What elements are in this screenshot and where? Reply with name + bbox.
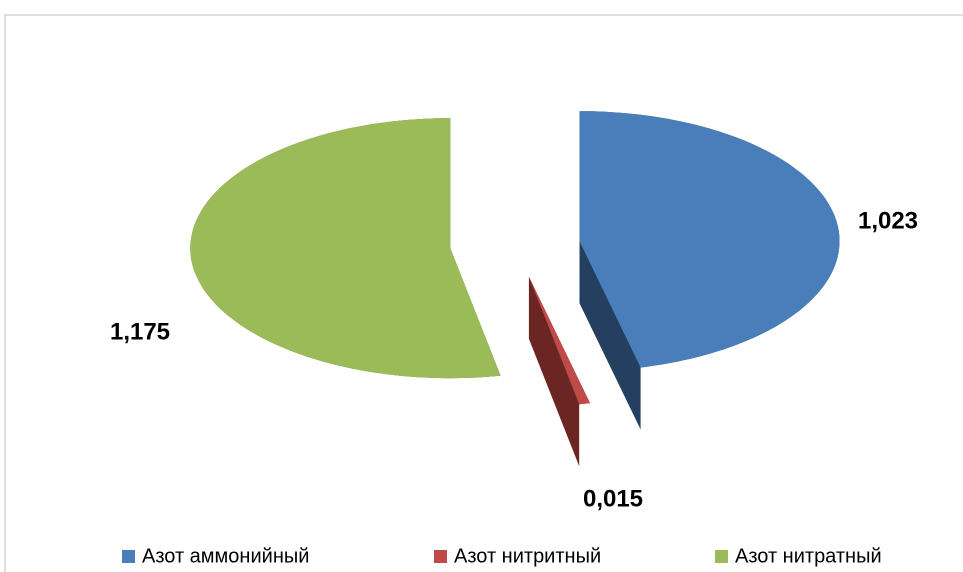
data-label: 0,015: [583, 485, 643, 512]
slice-side: [528, 276, 590, 467]
data-label: 1,175: [110, 318, 170, 345]
slice: [579, 111, 840, 368]
legend-swatch: [715, 550, 728, 563]
data-label: 1,023: [858, 207, 918, 234]
slice: [190, 118, 501, 379]
chart-frame: [4, 14, 963, 572]
legend-label: Азот аммонийный: [142, 545, 309, 567]
legend-swatch: [122, 550, 135, 563]
slice: [528, 276, 590, 405]
legend-label: Азот нитритный: [454, 545, 601, 567]
legend-label: Азот нитратный: [735, 545, 882, 567]
legend-swatch: [434, 550, 447, 563]
